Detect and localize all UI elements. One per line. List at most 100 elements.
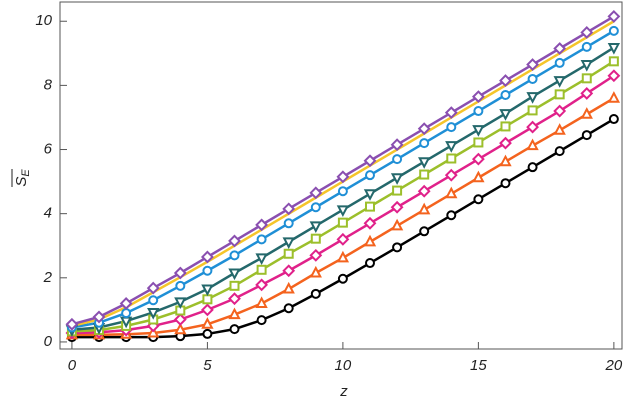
marker bbox=[499, 74, 512, 87]
marker bbox=[553, 42, 567, 55]
marker bbox=[608, 25, 619, 36]
marker bbox=[229, 250, 240, 261]
marker bbox=[499, 154, 512, 167]
marker bbox=[608, 56, 619, 67]
marker bbox=[527, 105, 538, 116]
marker bbox=[553, 104, 567, 118]
marker bbox=[336, 170, 350, 184]
marker bbox=[336, 232, 350, 246]
marker bbox=[65, 317, 79, 331]
marker bbox=[202, 265, 213, 276]
marker bbox=[392, 242, 403, 253]
marker bbox=[256, 264, 267, 275]
marker bbox=[444, 106, 458, 120]
marker bbox=[392, 154, 403, 165]
marker bbox=[256, 234, 267, 245]
marker bbox=[283, 248, 294, 259]
marker bbox=[499, 109, 512, 121]
marker bbox=[553, 123, 566, 135]
marker bbox=[526, 120, 539, 134]
marker bbox=[147, 307, 160, 320]
marker bbox=[282, 237, 295, 250]
marker bbox=[174, 322, 187, 335]
marker bbox=[419, 138, 430, 149]
marker bbox=[446, 122, 457, 133]
marker bbox=[418, 202, 431, 215]
marker bbox=[554, 89, 565, 100]
marker bbox=[283, 303, 294, 314]
marker bbox=[446, 210, 457, 221]
marker bbox=[526, 92, 539, 104]
marker bbox=[255, 278, 269, 292]
plot-frame bbox=[59, 1, 623, 350]
marker bbox=[418, 157, 431, 169]
marker bbox=[445, 141, 458, 153]
marker bbox=[527, 162, 538, 173]
marker bbox=[148, 295, 159, 306]
marker bbox=[446, 153, 457, 164]
y-tick-label: 4 bbox=[44, 205, 52, 222]
marker bbox=[553, 76, 566, 88]
marker bbox=[228, 292, 241, 306]
marker bbox=[363, 234, 377, 247]
marker bbox=[581, 41, 592, 52]
y-label-subscript: E bbox=[20, 169, 32, 177]
marker bbox=[309, 221, 322, 233]
marker bbox=[607, 10, 621, 23]
y-tick-label: 2 bbox=[43, 269, 53, 286]
marker bbox=[337, 186, 348, 197]
marker bbox=[119, 297, 133, 310]
marker bbox=[471, 152, 485, 166]
marker bbox=[92, 310, 106, 324]
marker bbox=[364, 201, 375, 212]
marker bbox=[200, 250, 214, 264]
marker bbox=[580, 26, 594, 39]
marker bbox=[310, 288, 321, 299]
marker bbox=[526, 58, 539, 71]
marker bbox=[175, 280, 186, 291]
marker bbox=[336, 250, 350, 263]
marker bbox=[390, 173, 404, 185]
marker bbox=[364, 258, 375, 269]
marker bbox=[228, 307, 241, 320]
marker bbox=[309, 186, 323, 200]
y-label-text: SE bbox=[13, 169, 32, 187]
marker bbox=[417, 184, 431, 198]
marker bbox=[173, 266, 187, 280]
marker bbox=[608, 114, 619, 125]
marker bbox=[392, 185, 403, 196]
marker bbox=[554, 57, 565, 68]
marker bbox=[256, 315, 267, 326]
marker bbox=[363, 154, 377, 168]
y-axis-label: SE bbox=[11, 169, 32, 187]
marker bbox=[255, 253, 268, 266]
marker bbox=[580, 60, 593, 72]
y-tick-label: 0 bbox=[44, 333, 53, 350]
marker bbox=[580, 86, 594, 100]
y-tick-label: 6 bbox=[44, 140, 53, 157]
marker bbox=[390, 200, 404, 214]
x-tick-label: 0 bbox=[68, 357, 77, 374]
marker bbox=[282, 281, 295, 294]
x-tick-label: 20 bbox=[605, 357, 623, 374]
marker bbox=[363, 216, 377, 230]
marker bbox=[228, 268, 241, 281]
marker bbox=[472, 170, 485, 183]
marker bbox=[146, 281, 160, 295]
y-tick-label: 10 bbox=[35, 12, 52, 29]
marker bbox=[471, 90, 485, 104]
marker bbox=[229, 280, 240, 291]
marker bbox=[581, 130, 592, 141]
x-axis-label: z bbox=[339, 383, 348, 400]
marker bbox=[283, 218, 294, 229]
marker bbox=[310, 233, 321, 244]
marker bbox=[554, 146, 565, 157]
marker bbox=[500, 178, 511, 189]
marker bbox=[473, 194, 484, 205]
marker bbox=[337, 273, 348, 284]
marker bbox=[337, 217, 348, 228]
marker bbox=[173, 313, 187, 326]
marker bbox=[445, 186, 458, 199]
marker bbox=[202, 294, 213, 305]
marker bbox=[310, 202, 321, 213]
